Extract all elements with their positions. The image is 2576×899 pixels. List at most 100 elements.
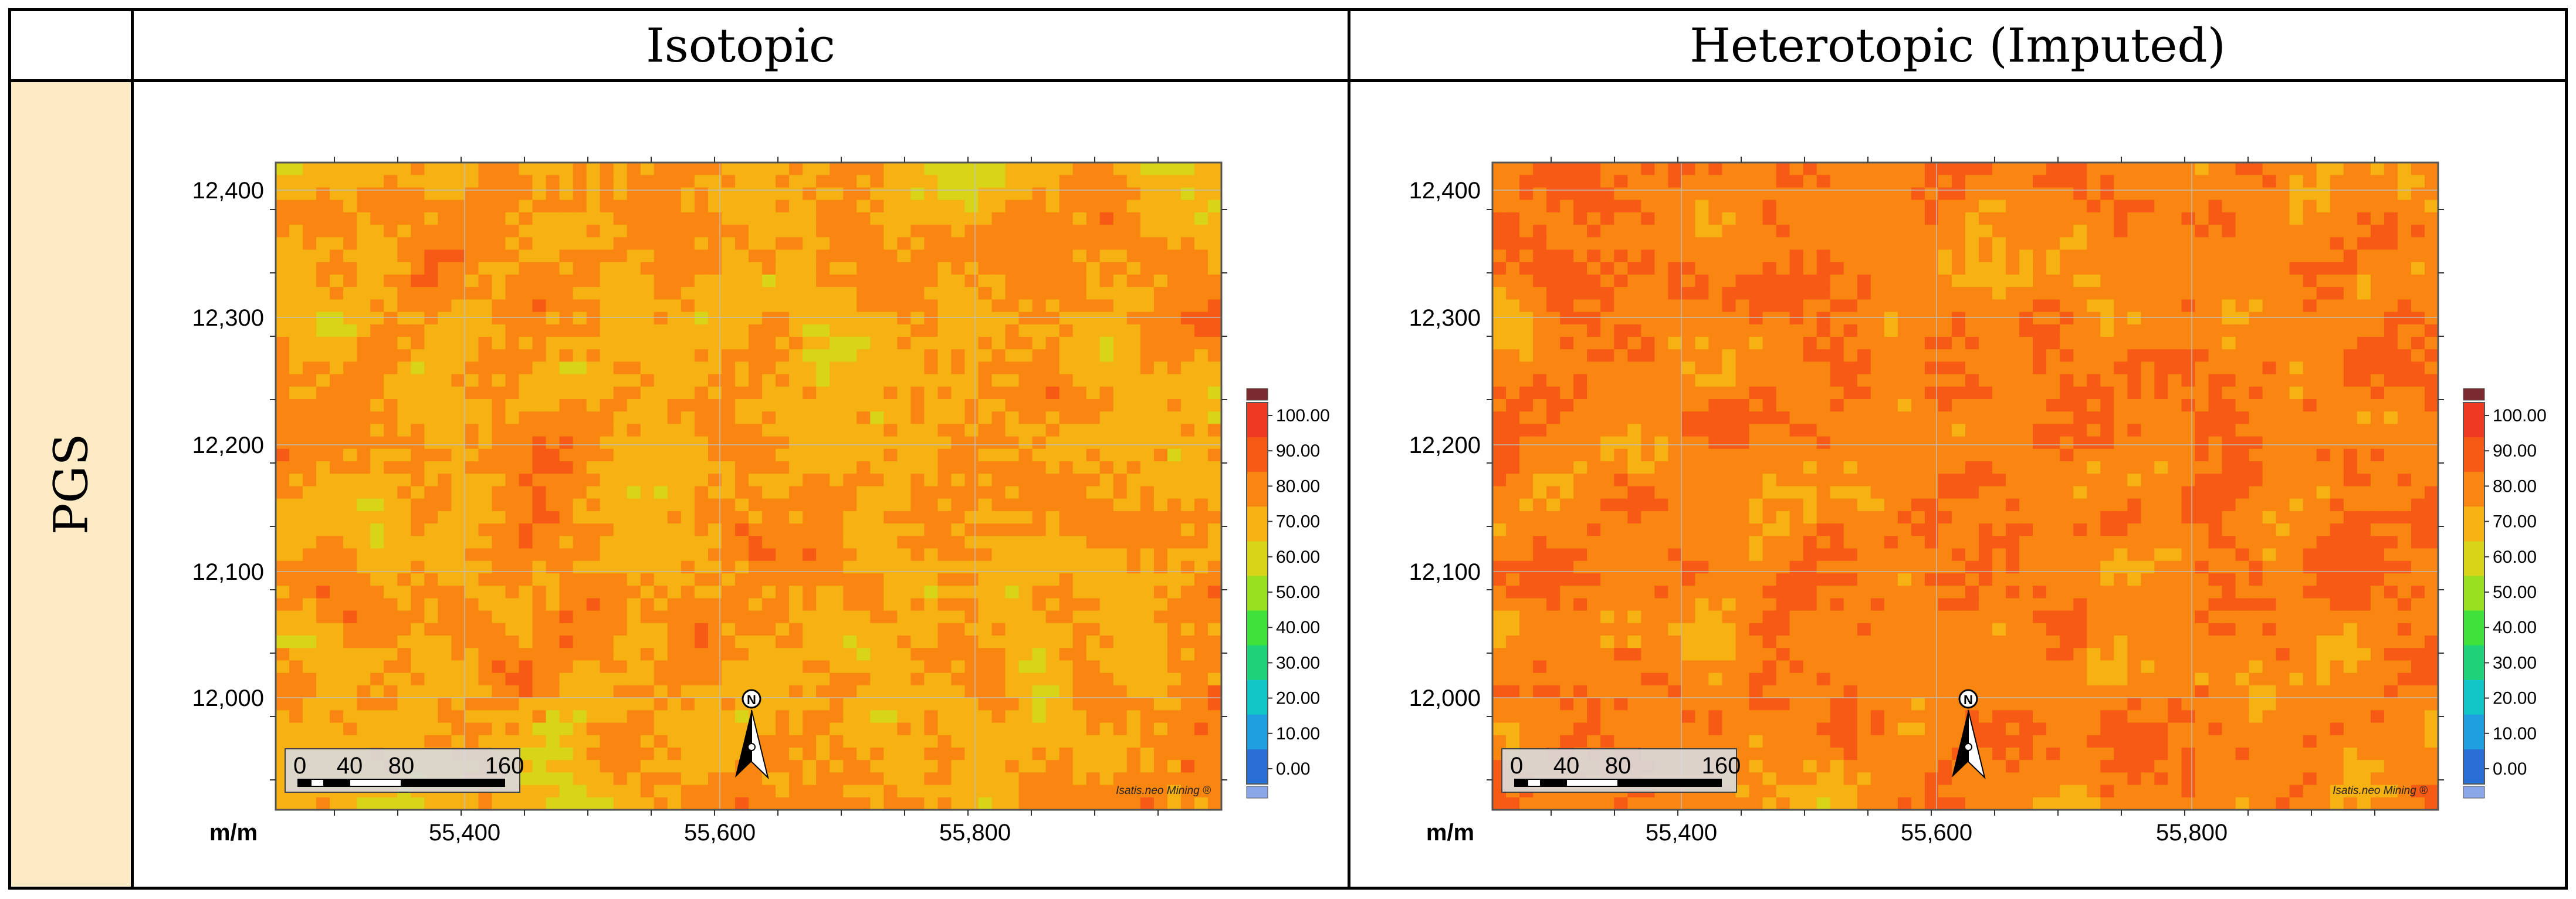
grade-cell (721, 797, 736, 810)
grade-cell (1654, 336, 1668, 350)
grade-cell (330, 474, 344, 487)
grade-cell (1506, 175, 1520, 188)
grade-cell (937, 274, 952, 288)
grade-cell (884, 573, 898, 586)
grade-cell (1546, 200, 1561, 213)
grade-cell (519, 262, 533, 275)
grade-cell (1857, 361, 1871, 375)
grade-cell (1140, 660, 1155, 674)
grade-cell (2208, 212, 2223, 225)
grade-cell (573, 772, 587, 786)
grade-cell (289, 685, 303, 698)
grade-cell (276, 349, 290, 362)
grade-cell (600, 212, 614, 225)
grade-cell (1207, 349, 1222, 362)
grade-cell (505, 212, 520, 225)
grade-cell (546, 163, 560, 175)
grade-cell (289, 349, 303, 362)
grade-cell (964, 225, 979, 238)
grade-cell (1072, 424, 1087, 437)
grade-cell (1992, 175, 2006, 188)
grade-cell (803, 461, 817, 474)
grade-cell (613, 785, 628, 798)
grade-cell (1587, 299, 1601, 313)
grade-cell (762, 797, 776, 810)
grade-cell (573, 486, 587, 499)
grade-cell (1749, 274, 1763, 288)
grade-cell (762, 636, 776, 648)
grade-cell (1857, 237, 1871, 251)
grade-cell (951, 411, 966, 425)
grade-cell (1843, 274, 1858, 288)
grade-cell (776, 797, 790, 810)
grade-cell (424, 623, 438, 636)
grade-cell (532, 262, 547, 275)
grade-cell (1857, 249, 1871, 263)
grade-cell (411, 312, 425, 325)
grade-cell (951, 772, 966, 786)
grade-cell (1600, 336, 1614, 350)
grade-cell (1032, 548, 1047, 562)
grade-cell (843, 324, 857, 337)
grade-cell (1614, 299, 1628, 313)
grade-cell (384, 685, 398, 698)
grade-cell (1086, 797, 1101, 810)
grade-cell (640, 274, 655, 288)
grade-cell (1722, 262, 1736, 275)
grade-cell (951, 610, 966, 624)
grade-cell (964, 548, 979, 562)
grade-cell (613, 299, 628, 313)
grade-cell (667, 312, 682, 325)
grade-cell (451, 548, 465, 562)
grade-cell (2370, 349, 2385, 362)
grade-cell (2276, 349, 2290, 362)
grade-cell (816, 249, 830, 263)
grade-cell (1005, 474, 1020, 487)
grade-cell (532, 536, 547, 549)
grade-cell (370, 474, 384, 487)
grade-cell (2006, 200, 2020, 213)
grade-cell (330, 623, 344, 636)
grade-cell (424, 225, 438, 238)
grade-cell (424, 200, 438, 213)
grade-cell (397, 598, 411, 611)
grade-cell (681, 685, 695, 698)
grade-cell (438, 461, 452, 474)
grade-cell (1180, 636, 1195, 648)
grade-cell (384, 660, 398, 674)
grade-cell (734, 212, 749, 225)
grade-cell (1951, 287, 1966, 300)
grade-cell (964, 698, 979, 711)
grade-cell (1533, 175, 1547, 188)
grade-cell (370, 187, 384, 201)
grade-cell (559, 760, 574, 773)
watermark: Isatis.neo Mining ® (1116, 785, 1211, 797)
grade-cell (2330, 212, 2344, 225)
grade-cell (2289, 287, 2304, 300)
grade-cell (451, 623, 465, 636)
grade-cell (1627, 324, 1641, 337)
grade-cell (1018, 722, 1033, 736)
grade-cell (721, 648, 736, 661)
grade-cell (870, 698, 884, 711)
grade-cell (2127, 274, 2141, 288)
grade-cell (654, 672, 668, 686)
grade-cell (1167, 163, 1182, 175)
grade-cell (627, 287, 641, 300)
grade-cell (667, 511, 682, 524)
grade-cell (816, 274, 830, 288)
grade-cell (1506, 225, 1520, 238)
grade-cell (2033, 299, 2047, 313)
grade-cell (749, 660, 763, 674)
grade-cell (2357, 336, 2371, 350)
grade-cell (2357, 249, 2371, 263)
grade-cell (546, 324, 560, 337)
grade-cell (734, 448, 749, 462)
grade-cell (708, 200, 722, 213)
grade-cell (789, 349, 803, 362)
grade-cell (2343, 212, 2358, 225)
grade-cell (1533, 187, 1547, 201)
grade-cell (411, 486, 425, 499)
grade-cell (2330, 262, 2344, 275)
